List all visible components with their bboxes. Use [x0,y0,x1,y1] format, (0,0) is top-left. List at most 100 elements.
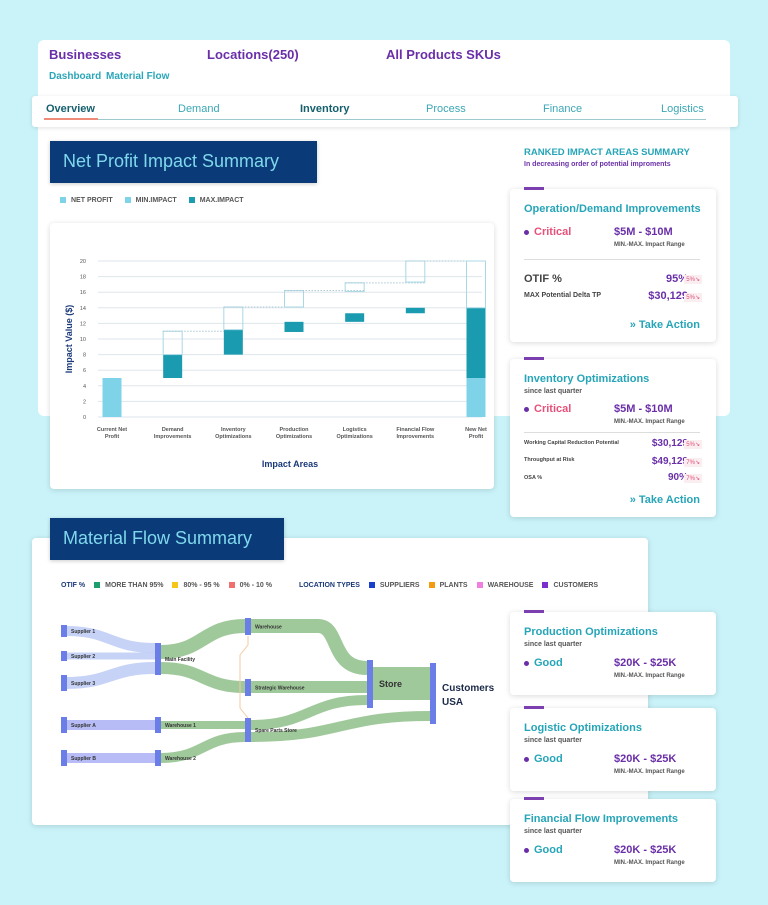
card-title: Operation/Demand Improvements [524,203,701,215]
card-accent [524,610,544,613]
flow-link [250,695,368,730]
metric-label: OTIF % [524,273,562,285]
chart-legend: NET PROFIT MIN.IMPACT MAX.IMPACT [60,197,244,204]
net-profit-title: Net Profit Impact Summary [50,141,317,183]
material-flow-title: Material Flow Summary [50,518,284,560]
since-label: since last quarter [524,737,582,744]
node-label: Main Facility [165,657,195,663]
location-legend-label: LOCATION TYPES [298,582,360,589]
card-accent [524,187,544,190]
node-label: Warehouse [255,625,282,631]
max-impact-bar [466,307,486,378]
impact-card-financial-flow: Financial Flow Improvements since last q… [510,797,716,882]
max-impact-bar [405,307,425,314]
y-tick-label: 8 [83,353,86,359]
tab-process[interactable]: Process [426,103,466,115]
card-accent [524,357,544,360]
node-label: Warehouse 1 [165,723,196,729]
waterfall-chart: 0 2 4 6 8 10 12 14 16 18 20 Current Net Profit Demand… [64,259,487,469]
tab-overview[interactable]: Overview [46,103,95,115]
flow-link [160,662,246,693]
status-dot-icon [524,660,529,666]
impact-card-inventory: Inventory Optimizations since last quart… [510,357,716,517]
breadcrumb-dashboard[interactable]: Dashboard [49,71,102,82]
impact-range: $5M - $10M [614,226,673,238]
status-critical: Critical [524,403,571,415]
delta-badge: 5%↘ [684,293,702,302]
flow-link [251,619,368,675]
flow-link [65,662,156,689]
y-tick-label: 18 [80,275,86,281]
sankey-node [430,663,436,724]
legend-warehouse: WAREHOUSE [476,582,533,589]
flow-link [373,667,430,700]
x-tick-label: New Net Profit [465,427,487,440]
tab-demand[interactable]: Demand [178,103,220,115]
delta-badge: 7%↘ [684,458,702,467]
businesses-link[interactable]: Businesses [49,47,122,62]
y-tick-label: 0 [83,415,86,421]
status-good: Good [524,753,563,765]
node-label: Spare Parts Store [255,728,297,734]
metric-label: MAX Potential Delta TP [524,292,602,299]
divider [524,259,700,260]
range-label: MIN.-MAX. Impact Range [614,769,685,775]
tab-logistics[interactable]: Logistics [661,103,704,115]
sankey-node [245,679,251,696]
delta-badge: 5%↘ [684,440,702,449]
min-impact-outline [162,330,183,356]
range-label: MIN.-MAX. Impact Range [614,673,685,679]
products-link[interactable]: All Products SKUs [386,47,501,62]
y-tick-label: 12 [80,321,86,327]
take-action-button[interactable]: » Take Action [629,319,700,331]
y-tick-label: 2 [83,399,86,405]
range-label: MIN.-MAX. Impact Range [614,242,685,248]
card-title: Production Optimizations [524,626,658,638]
node-label: Warehouse 2 [165,756,196,762]
status-dot-icon [524,847,529,853]
status-dot-icon [524,229,529,235]
x-tick-label: Production Optimizations [276,427,312,440]
status-dot-icon [524,406,529,412]
breadcrumb-material-flow[interactable]: Material Flow [106,71,170,82]
metric-label: Working Capital Reduction Potential [524,440,619,446]
locations-link[interactable]: Locations(250) [207,47,299,62]
x-axis-title: Impact Areas [262,459,318,469]
sankey-node [367,660,373,708]
metric-value: $49,129 [651,456,688,467]
sankey-node [61,651,67,661]
legend-net-profit: NET PROFIT [60,197,113,204]
metric-value: $30,129 [648,290,688,302]
flow-link [250,711,431,742]
impact-card-operation-demand: Operation/Demand Improvements Critical $… [510,187,716,342]
node-label: Customers [442,683,495,694]
delta-badge: 5%↘ [684,275,702,284]
y-axis-title: Impact Value ($) [64,305,74,374]
min-impact-outline [223,306,244,331]
impact-card-logistic: Logistic Optimizations since last quarte… [510,706,716,791]
sankey-node [61,675,67,691]
sankey-node [61,750,67,766]
y-tick-label: 10 [80,337,86,343]
sankey-node [61,717,67,733]
y-tick-label: 4 [83,384,86,390]
flow-link [160,619,246,659]
status-good: Good [524,657,563,669]
min-impact-outline [344,282,365,292]
flow-link [65,626,156,653]
min-impact-outline [284,290,304,308]
flow-link-orange [239,636,249,719]
node-label: USA [442,697,463,708]
metric-label: Throughput at Risk [524,457,575,463]
tab-inventory[interactable]: Inventory [300,103,350,115]
since-label: since last quarter [524,828,582,835]
node-label: Supplier 3 [71,681,95,687]
x-tick-label: Financial Flow Improvements [396,427,435,440]
tab-finance[interactable]: Finance [543,103,583,115]
card-accent [524,797,544,800]
legend-suppliers: SUPPLIERS [368,582,420,589]
take-action-button[interactable]: » Take Action [629,494,700,506]
flow-legend: OTIF % MORE THAN 95% 80% - 95 % 0% - 10 … [61,582,598,589]
sankey-diagram: Supplier 1 Supplier 2 Supplier 3 Supplier A… [61,618,495,766]
node-label: Strategic Warehouse [255,686,305,692]
